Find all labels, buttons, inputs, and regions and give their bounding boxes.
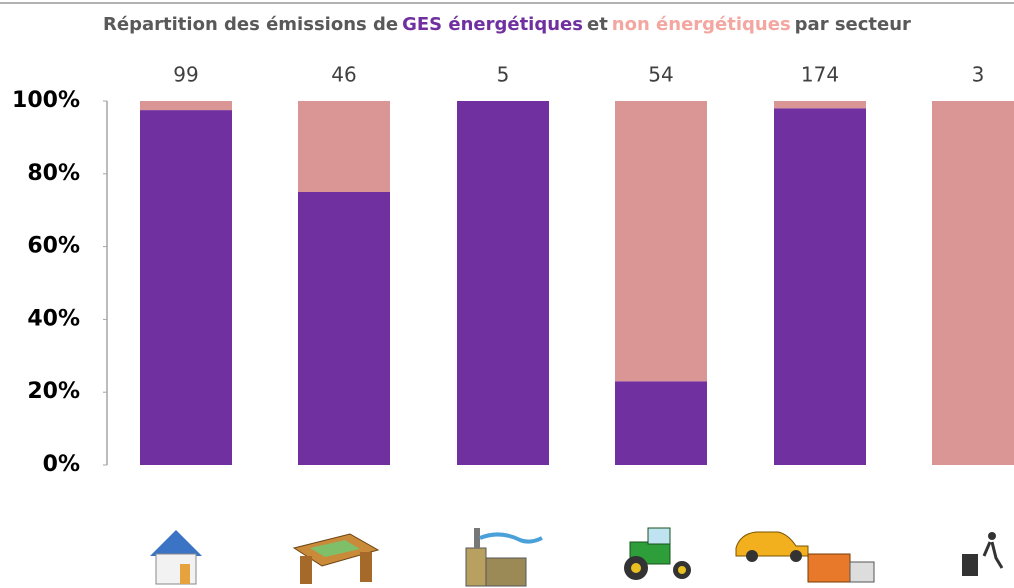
bar-segment xyxy=(457,101,549,465)
y-tick-label: 20% xyxy=(27,379,80,404)
title-part: par secteur xyxy=(794,14,911,35)
y-tick-label: 0% xyxy=(43,452,80,477)
icon-desk xyxy=(292,533,380,584)
y-tick-label: 40% xyxy=(27,306,80,331)
total-label: 99 xyxy=(173,63,198,87)
bar-segment xyxy=(140,101,232,111)
total-label: 174 xyxy=(801,63,839,87)
icon-trash xyxy=(962,532,1004,576)
total-label: 54 xyxy=(648,63,673,87)
title-series-name: GES énergétiques xyxy=(402,14,583,35)
icon-house xyxy=(150,530,202,585)
bar-segment xyxy=(615,381,707,465)
bar-segment xyxy=(774,101,866,109)
title-part: et xyxy=(586,14,608,35)
bar-segment xyxy=(615,101,707,382)
y-tick-label: 80% xyxy=(27,161,80,186)
bar-segment xyxy=(774,108,866,465)
y-tick-label: 60% xyxy=(27,234,80,259)
title-part: Répartition des émissions de xyxy=(103,14,399,35)
icon-factory xyxy=(465,528,543,587)
y-tick-label: 100% xyxy=(12,88,80,113)
total-label: 46 xyxy=(331,63,356,87)
total-label: 3 xyxy=(972,63,985,87)
title-series-name: non énergétiques xyxy=(611,14,791,35)
icon-tractor xyxy=(624,527,691,580)
bar-segment xyxy=(298,192,390,465)
bar-segment xyxy=(298,101,390,192)
bar-segment xyxy=(140,110,232,465)
icon-car-truck xyxy=(735,531,875,583)
total-label: 5 xyxy=(497,63,510,87)
chart-title: Répartition des émissions de GES énergéti… xyxy=(0,14,1014,35)
bar-segment xyxy=(932,101,1014,465)
